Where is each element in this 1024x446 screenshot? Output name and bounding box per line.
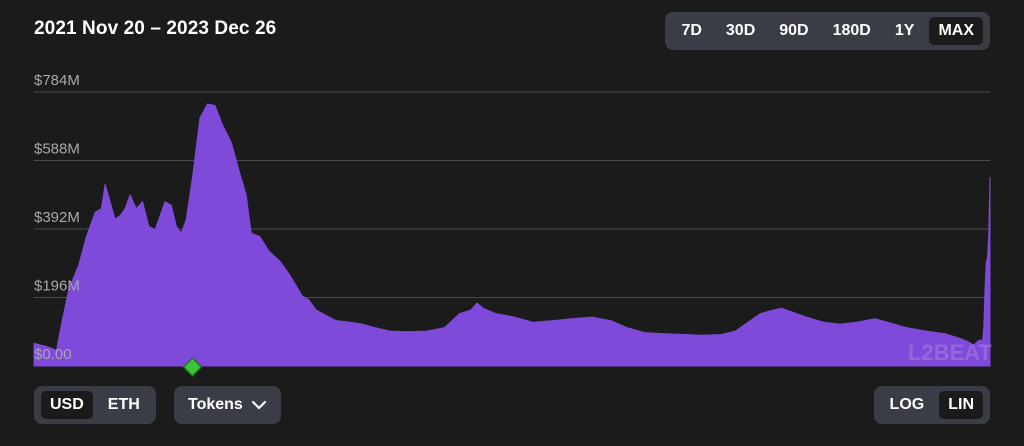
chevron-down-icon: [251, 400, 266, 410]
range-button-30d[interactable]: 30D: [725, 22, 756, 39]
tokens-button-label: Tokens: [188, 396, 243, 413]
milestone-markers: [182, 356, 203, 378]
scale-button-log[interactable]: LOG: [889, 396, 925, 413]
scale-button-lin[interactable]: LIN: [939, 391, 983, 419]
currency-toggle: USD ETH: [34, 386, 156, 424]
area-series: [33, 103, 991, 367]
range-button-max[interactable]: MAX: [929, 17, 983, 45]
chart-date-range-title: 2021 Nov 20 – 2023 Dec 26: [34, 18, 277, 39]
range-button-90d[interactable]: 90D: [779, 22, 809, 39]
scale-toggle: LOG LIN: [873, 386, 990, 424]
range-button-7d[interactable]: 7D: [681, 22, 702, 39]
y-tick-label: $0.00: [34, 346, 72, 363]
range-button-180d[interactable]: 180D: [832, 22, 871, 39]
y-tick-label: $588M: [34, 141, 80, 158]
y-tick-label: $784M: [34, 72, 80, 89]
watermark-text: L2BEAT: [908, 340, 992, 365]
tvl-area: [33, 103, 991, 367]
tokens-dropdown-button[interactable]: Tokens: [174, 386, 281, 424]
l2beat-watermark: L2BEAT: [908, 340, 992, 365]
y-tick-label: $196M: [34, 278, 80, 295]
currency-button-eth[interactable]: ETH: [107, 396, 140, 413]
currency-button-usd[interactable]: USD: [41, 391, 93, 419]
milestone-diamond-icon[interactable]: [182, 356, 203, 378]
y-axis-tick-labels: $0.00 $196M $392M $588M $784M: [34, 72, 80, 363]
time-range-selector: 7D 30D 90D 180D 1Y MAX: [665, 12, 990, 50]
range-button-1y[interactable]: 1Y: [894, 22, 915, 39]
y-tick-label: $392M: [34, 209, 80, 226]
